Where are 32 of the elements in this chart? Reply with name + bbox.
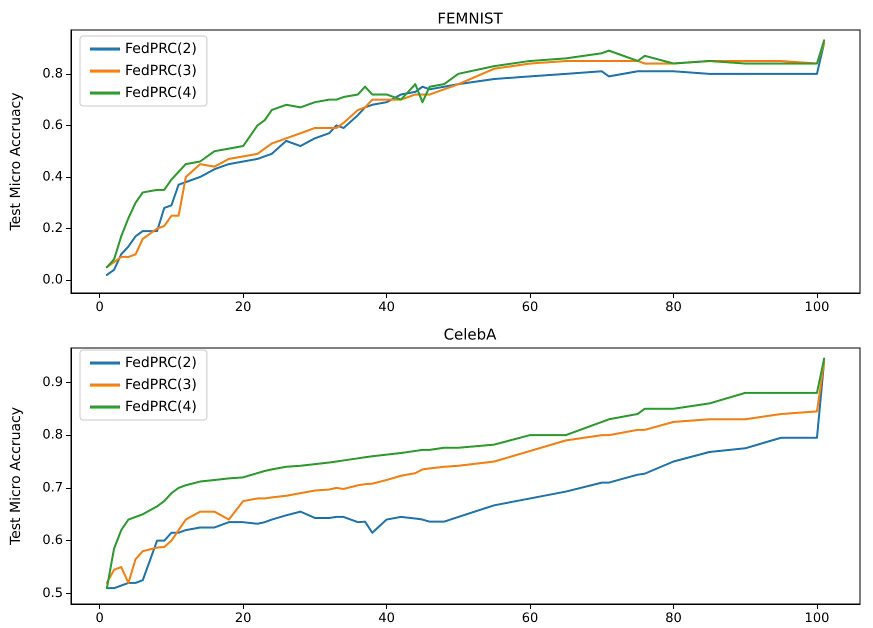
x-tick-label: 0	[96, 611, 104, 626]
legend-label: FedPRC(2)	[125, 355, 197, 371]
x-tick-label: 20	[234, 611, 252, 626]
x-tick-label: 20	[234, 300, 252, 315]
y-axis-title: Test Micro Accruacy	[8, 406, 24, 546]
y-tick-label: 0.4	[42, 169, 63, 184]
chart-title: FEMNIST	[437, 10, 504, 28]
x-tick-label: 80	[665, 611, 682, 626]
legend-label: FedPRC(4)	[125, 399, 197, 415]
y-tick-label: 0.6	[42, 533, 63, 548]
x-tick-label: 40	[378, 300, 395, 315]
y-axis-title: Test Micro Accruacy	[8, 92, 24, 232]
y-tick-label: 0.9	[42, 374, 63, 390]
x-tick-label: 40	[378, 611, 395, 626]
x-tick-label: 60	[522, 300, 538, 315]
y-tick-label: 0.2	[42, 221, 63, 236]
y-tick-label: 0.5	[42, 586, 63, 601]
legend-label: FedPRC(3)	[125, 63, 197, 79]
legend-label: FedPRC(2)	[125, 41, 197, 57]
y-tick-label: 0.0	[42, 272, 63, 288]
x-tick-label: 60	[522, 611, 538, 626]
y-tick-label: 0.7	[42, 480, 63, 496]
y-tick-label: 0.8	[42, 428, 63, 443]
x-tick-label: 0	[96, 300, 104, 315]
y-tick-label: 0.6	[42, 118, 63, 133]
y-tick-label: 0.8	[42, 66, 63, 82]
legend-label: FedPRC(3)	[125, 377, 197, 393]
legend-label: FedPRC(4)	[125, 85, 197, 101]
x-tick-label: 100	[804, 611, 830, 626]
x-tick-label: 80	[665, 300, 682, 315]
chart-title: CelebA	[444, 326, 498, 344]
x-tick-label: 100	[804, 300, 830, 315]
